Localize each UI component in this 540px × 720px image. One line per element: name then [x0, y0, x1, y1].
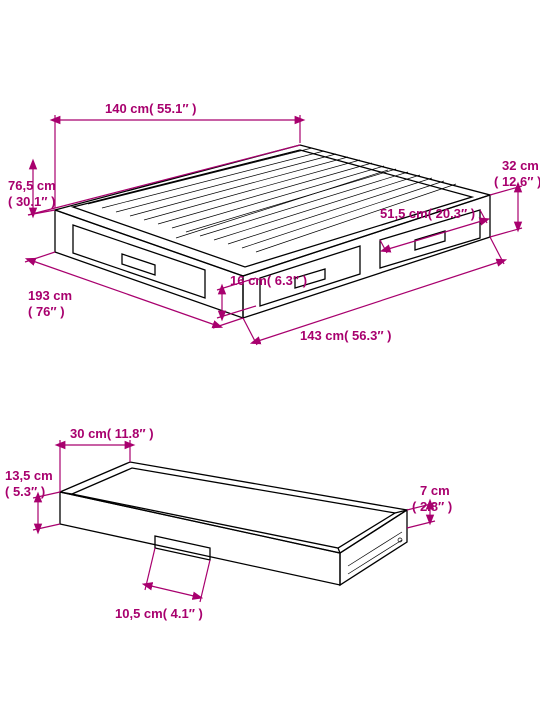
- label-30: 30 cm( 11.8″ ): [70, 426, 154, 441]
- label-16: 16 cm( 6.3″ ): [230, 273, 307, 288]
- label-140: 140 cm( 55.1″ ): [105, 101, 197, 116]
- label-105: 10,5 cm( 4.1″ ): [115, 606, 203, 621]
- diagram-svg: 140 cm( 55.1″ ) 76,5 cm ( 30.1″ ) 193 cm…: [0, 0, 540, 720]
- label-193: 193 cm ( 76″ ): [28, 288, 76, 319]
- dimension-labels: 140 cm( 55.1″ ) 76,5 cm ( 30.1″ ) 193 cm…: [5, 101, 540, 621]
- diagram-root: 140 cm( 55.1″ ) 76,5 cm ( 30.1″ ) 193 cm…: [0, 0, 540, 720]
- drawer-dimensions: [33, 440, 435, 602]
- drawer-detail: [60, 462, 407, 585]
- label-32: 32 cm ( 12.6″ ): [494, 158, 540, 189]
- label-765: 76,5 cm ( 30.1″ ): [8, 178, 59, 209]
- label-515: 51,5 cm( 20.3″ ): [380, 206, 475, 221]
- bed-slats: [88, 148, 456, 252]
- side-drawer-left: [73, 225, 205, 298]
- label-7: 7 cm ( 2.8″ ): [412, 483, 453, 514]
- label-143: 143 cm( 56.3″ ): [300, 328, 392, 343]
- bed-dimensions: [25, 115, 522, 345]
